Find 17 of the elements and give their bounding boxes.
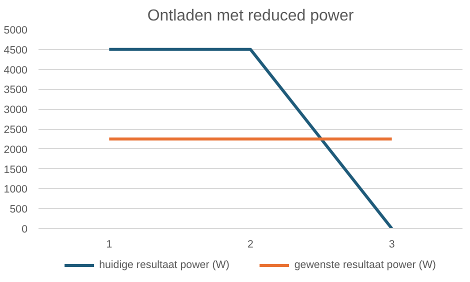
- x-tick-label: 2: [248, 238, 254, 250]
- y-tick-label: 5000: [4, 24, 28, 36]
- y-tick-label: 500: [10, 204, 28, 216]
- x-tick-label: 3: [388, 238, 395, 250]
- y-tick-label: 4500: [4, 44, 28, 56]
- legend-label: huidige resultaat power (W): [99, 259, 230, 271]
- y-tick-label: 4000: [4, 64, 28, 76]
- legend-label: gewenste resultaat power (W): [294, 259, 436, 271]
- y-tick-label: 0: [22, 224, 28, 236]
- y-tick-label: 3000: [4, 104, 28, 116]
- y-tick-label: 2000: [4, 144, 28, 156]
- chart-title: Ontladen met reduced power: [147, 8, 354, 24]
- y-tick-label: 2500: [4, 124, 28, 136]
- y-tick-label: 1500: [4, 164, 28, 176]
- x-tick-label: 1: [106, 238, 112, 250]
- y-tick-label: 3500: [4, 84, 28, 96]
- y-tick-label: 1000: [4, 184, 28, 196]
